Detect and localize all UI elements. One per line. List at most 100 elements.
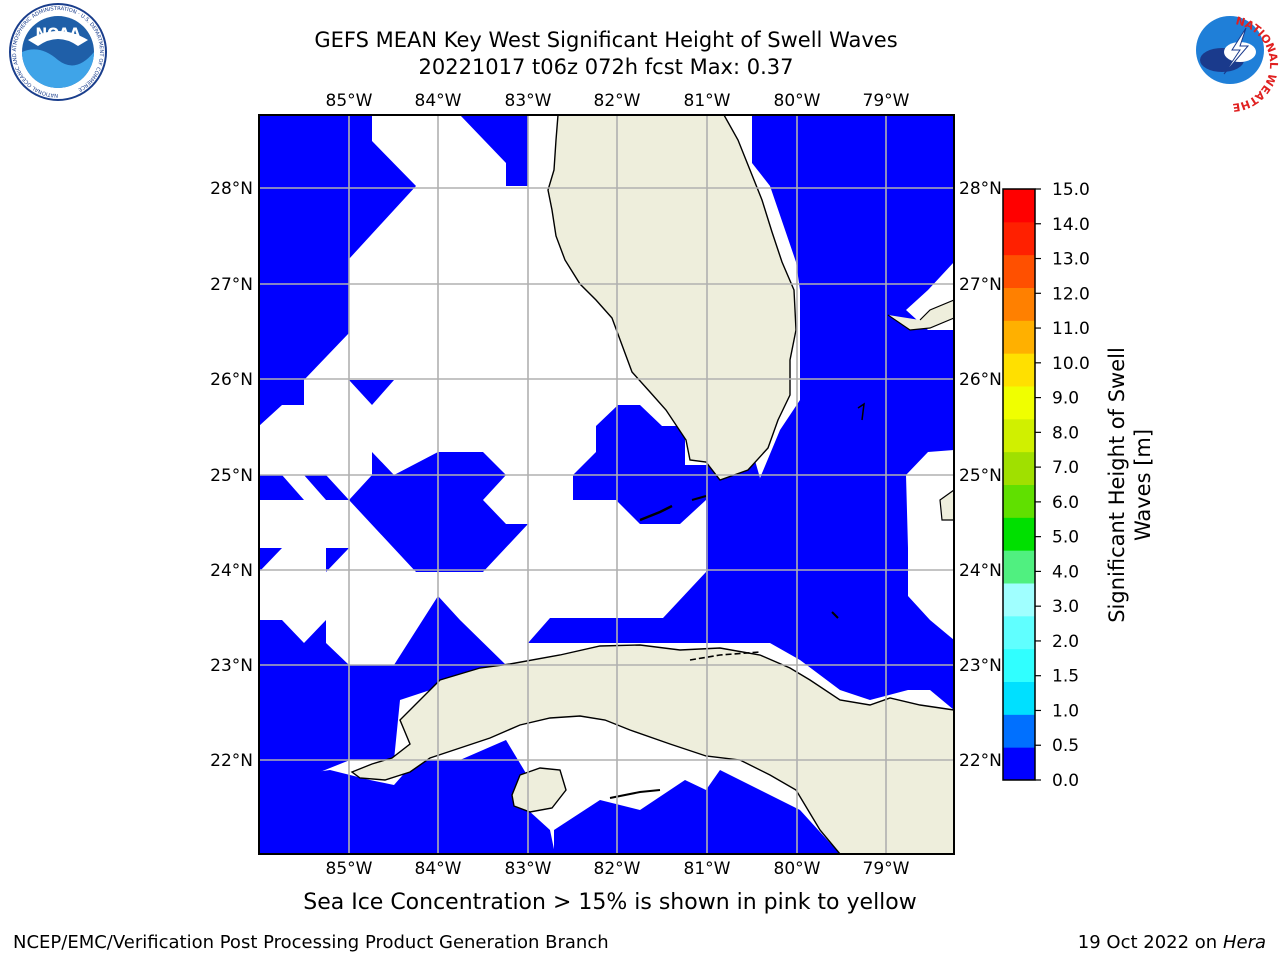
lon-ticks-bottom: 85°W 84°W 83°W 82°W 81°W 80°W 79°W [326, 859, 910, 879]
lat-ticks-left: 28°N 27°N 26°N 25°N 24°N 23°N 22°N [210, 179, 253, 771]
lat-tick-left: 23°N [210, 656, 253, 676]
lon-ticks-top: 85°W 84°W 83°W 82°W 81°W 80°W 79°W [326, 91, 910, 111]
colorbar-tick-label: 7.0 [1052, 458, 1079, 478]
colorbar-swatch [1003, 648, 1035, 682]
colorbar-swatches [1003, 189, 1035, 781]
lon-tick-bottom: 84°W [415, 859, 462, 879]
land-florida [547, 115, 797, 481]
land-keys-east [691, 495, 707, 501]
land-cuba [350, 644, 954, 854]
lat-tick-right: 26°N [959, 370, 1002, 390]
field-region-nc [460, 115, 528, 186]
colorbar-labels: 0.0 0.5 1.0 1.5 2.0 3.0 4.0 5.0 6.0 7.0 8.0 9.0 10.0… [1035, 180, 1090, 791]
colorbar-tick-label: 3.0 [1052, 597, 1079, 617]
colorbar-swatch [1003, 747, 1035, 781]
colorbar-tick-label: 14.0 [1052, 215, 1090, 235]
lat-tick-right: 22°N [959, 751, 1002, 771]
field-region-s [259, 740, 555, 854]
colorbar-tick-label: 6.0 [1052, 493, 1079, 513]
lat-tick-left: 26°N [210, 370, 253, 390]
chart-title-line1: GEFS MEAN Key West Significant Height of… [314, 28, 898, 52]
land-cays-south [609, 789, 661, 799]
lon-tick-top: 83°W [505, 91, 552, 111]
colorbar-tick-label: 11.0 [1052, 319, 1090, 339]
lat-tick-left: 28°N [210, 179, 253, 199]
colorbar-tick-label: 1.0 [1052, 701, 1079, 721]
lon-tick-bottom: 79°W [863, 859, 910, 879]
lat-ticks-right: 28°N 27°N 26°N 25°N 24°N 23°N 22°N [959, 179, 1002, 771]
lat-tick-left: 27°N [210, 275, 253, 295]
colorbar-swatch [1003, 386, 1035, 420]
lat-tick-right: 25°N [959, 466, 1002, 486]
colorbar-tick-label: 0.5 [1052, 736, 1079, 756]
lon-tick-top: 81°W [684, 91, 731, 111]
colorbar-frame [1002, 188, 1036, 781]
lon-tick-top: 84°W [415, 91, 462, 111]
colorbar-tick-label: 8.0 [1052, 423, 1079, 443]
swell-field [259, 115, 954, 854]
map-gridlines [259, 115, 954, 854]
lat-tick-right: 27°N [959, 275, 1002, 295]
lon-tick-top: 85°W [326, 91, 373, 111]
colorbar-tick-label: 12.0 [1052, 284, 1090, 304]
lon-tick-bottom: 85°W [326, 859, 373, 879]
footer-branch: NCEP/EMC/Verification Post Processing Pr… [13, 932, 609, 953]
colorbar-swatch [1003, 550, 1035, 584]
field-region-w1 [259, 475, 304, 500]
colorbar-tick-label: 5.0 [1052, 528, 1079, 548]
land-florida-keys [639, 504, 673, 522]
colorbar-swatch [1003, 418, 1035, 453]
colorbar-swatch [1003, 221, 1035, 256]
colorbar-swatch [1003, 189, 1035, 223]
sea-ice-note: Sea Ice Concentration > 15% is shown in … [303, 890, 917, 915]
land-island-2 [831, 611, 839, 619]
field-region-w4 [349, 380, 394, 405]
colorbar-swatch [1003, 681, 1035, 715]
colorbar-swatch [1003, 615, 1035, 650]
lon-tick-top: 79°W [863, 91, 910, 111]
field-region-keys [573, 405, 760, 524]
lat-tick-right: 28°N [959, 179, 1002, 199]
colorbar-title-line1: Significant Height of Swell [1105, 347, 1129, 623]
lat-tick-left: 22°N [210, 751, 253, 771]
colorbar: 0.0 0.5 1.0 1.5 2.0 3.0 4.0 5.0 6.0 7.0 8.0 9.0 10.0… [1002, 180, 1155, 791]
noaa-bird-icon [22, 49, 94, 88]
lon-tick-bottom: 81°W [684, 859, 731, 879]
colorbar-swatch [1003, 714, 1035, 748]
colorbar-swatch [1003, 484, 1035, 518]
lat-tick-right: 24°N [959, 561, 1002, 581]
colorbar-tick-label: 0.0 [1052, 771, 1079, 791]
noaa-logo-name: NOAA [36, 26, 81, 42]
colorbar-swatch [1003, 583, 1035, 617]
footer-date: 19 Oct 2022 on Hera [1078, 932, 1266, 953]
colorbar-tick-label: 4.0 [1052, 562, 1079, 582]
footer-date-text: 19 Oct 2022 on [1077, 932, 1223, 953]
lon-tick-top: 82°W [594, 91, 641, 111]
colorbar-title-line2: Waves [m] [1131, 429, 1155, 541]
field-region-nw [259, 115, 416, 426]
nws-lightning-icon [1223, 27, 1250, 75]
noaa-logo: NOAA NATIONAL OCEANIC AND ATMOSPHERIC AD… [9, 3, 107, 101]
footer-host: Hera [1222, 932, 1266, 953]
noaa-wing-icon [28, 31, 88, 46]
field-region-cw [304, 475, 349, 500]
colorbar-swatch [1003, 451, 1035, 485]
lat-tick-right: 23°N [959, 656, 1002, 676]
map-frame [258, 114, 955, 855]
colorbar-swatch [1003, 320, 1035, 354]
field-region-sw [259, 596, 506, 790]
lat-tick-left: 24°N [210, 561, 253, 581]
colorbar-swatch [1003, 254, 1035, 288]
land-isla-juventud [511, 767, 567, 813]
colorbar-tick-label: 9.0 [1052, 389, 1079, 409]
colorbar-swatch [1003, 287, 1035, 321]
field-region-w3 [326, 548, 349, 572]
field-region-s2 [554, 770, 840, 854]
lat-tick-left: 25°N [210, 466, 253, 486]
land-cays-north [689, 651, 761, 661]
lon-tick-bottom: 80°W [774, 859, 821, 879]
colorbar-swatch [1003, 353, 1035, 387]
colorbar-swatch [1003, 517, 1035, 551]
lon-tick-top: 80°W [774, 91, 821, 111]
